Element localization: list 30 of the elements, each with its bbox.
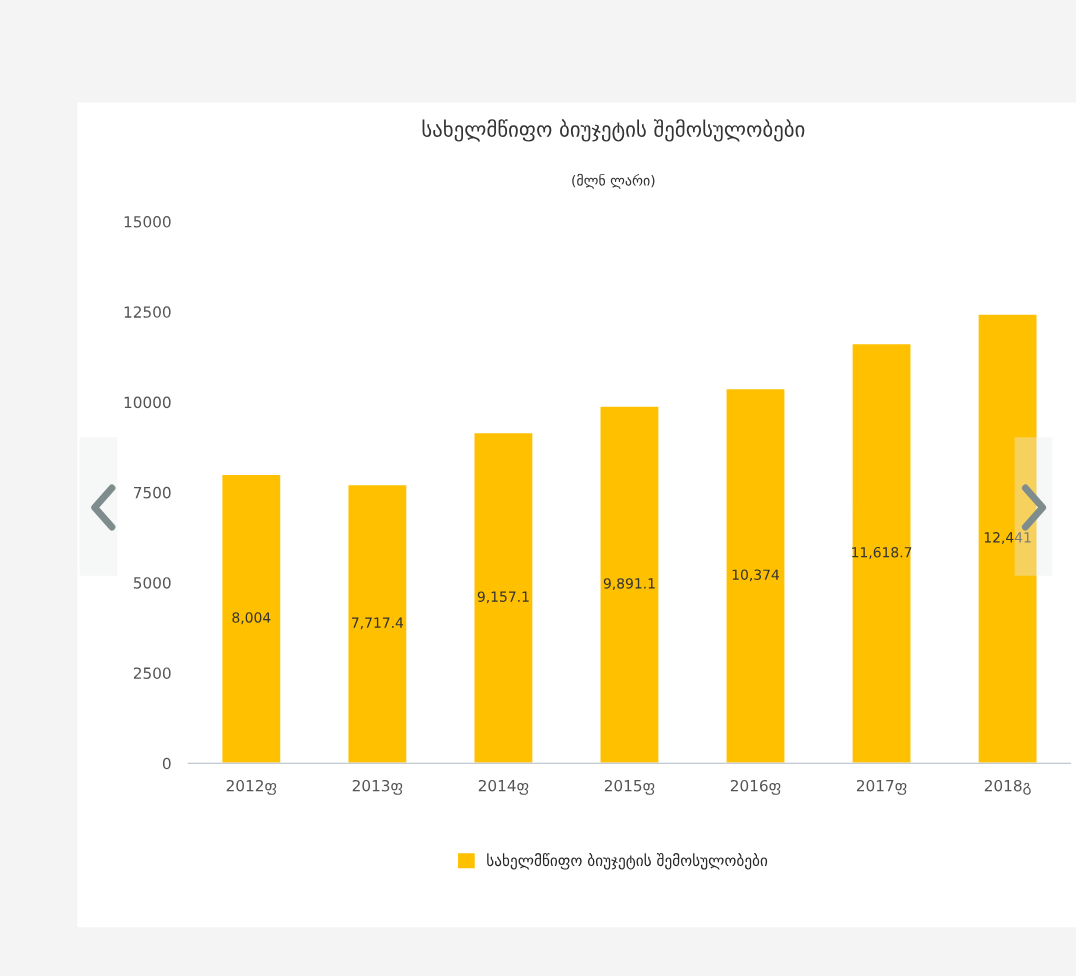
- bar: [221, 473, 282, 764]
- y-tick-label: 12500: [124, 306, 171, 318]
- bar: [851, 342, 912, 764]
- data-label: 12,441: [984, 532, 1031, 545]
- y-tick-label: 5000: [133, 577, 171, 589]
- bar: [725, 387, 786, 764]
- data-label: 7,717.4: [352, 617, 404, 630]
- x-tick-label: 2018გ: [984, 779, 1031, 795]
- x-tick-label: 2016ფ: [730, 779, 781, 795]
- x-tick-label: 2017ფ: [856, 779, 907, 795]
- chart-subtitle: (მლნ ლარი): [572, 173, 655, 189]
- data-label: 9,891.1: [603, 578, 655, 591]
- data-label: 8,004: [232, 612, 271, 625]
- data-label: 9,157.1: [477, 591, 529, 604]
- bar: [599, 405, 660, 764]
- chart-title: სახელმწიფო ბიუჯეტის შემოსულობები: [422, 119, 805, 142]
- x-tick-label: 2014ფ: [478, 779, 529, 795]
- y-tick-label: 10000: [124, 396, 171, 409]
- x-tick-label: 2015ფ: [604, 779, 655, 795]
- x-tick-label: 2012ფ: [226, 779, 277, 795]
- y-tick-label: 7500: [134, 486, 171, 499]
- y-tick-label: 2500: [133, 667, 171, 679]
- bar: [347, 483, 408, 764]
- y-tick-label: 15000: [124, 216, 171, 228]
- x-tick-label: 2013ფ: [352, 779, 403, 795]
- bar: [473, 431, 534, 764]
- bar: [977, 313, 1038, 764]
- data-label: 10,374: [732, 569, 780, 582]
- legend-label: სახელმწიფო ბიუჯეტის შემოსულობები: [487, 853, 768, 870]
- y-tick-label: 0: [162, 757, 171, 770]
